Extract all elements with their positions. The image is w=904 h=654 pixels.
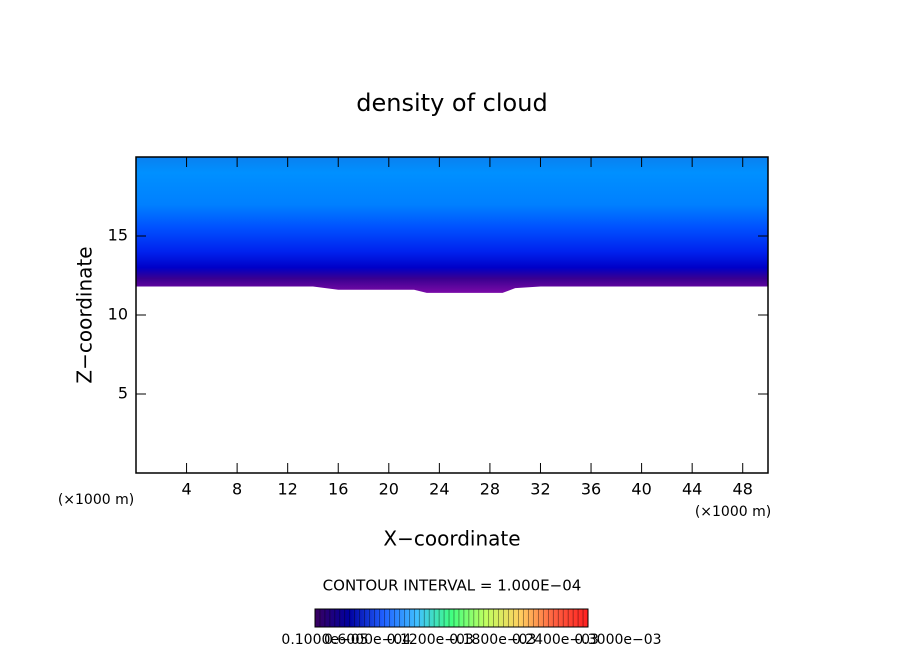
chart-title: density of cloud — [356, 89, 547, 117]
x-tick-label: 44 — [682, 480, 702, 499]
cloud-field — [136, 157, 768, 293]
x-tick-label: 4 — [181, 480, 191, 499]
colorbar-label: 0.1200e−03 — [387, 632, 474, 648]
x-tick-label: 8 — [232, 480, 242, 499]
x-axis-label: X−coordinate — [383, 527, 520, 551]
x-tick-label: 48 — [733, 480, 753, 499]
x-tick-label: 36 — [581, 480, 601, 499]
x-tick-label: 16 — [328, 480, 348, 499]
y-tick-label: 10 — [108, 305, 128, 324]
contour-interval: CONTOUR INTERVAL = 1.000E−04 — [323, 577, 582, 595]
y-tick-label: 5 — [118, 384, 128, 403]
colorbar-label: 0.6000e−04 — [324, 632, 411, 648]
x-tick-label: 40 — [631, 480, 651, 499]
colorbar-label: 0.2400e−03 — [512, 632, 599, 648]
x-tick-label: 20 — [379, 480, 399, 499]
y-axis-label: Z−coordinate — [73, 246, 97, 383]
x-tick-label: 24 — [429, 480, 449, 499]
colorbar-label: 0.3000e−03 — [574, 632, 661, 648]
y-unit: (×1000 m) — [695, 504, 771, 520]
colorbar — [314, 608, 589, 628]
x-tick-label: 32 — [530, 480, 550, 499]
y-tick-label: 15 — [108, 226, 128, 245]
x-tick-label: 28 — [480, 480, 500, 499]
colorbar-label: 0.1800e−03 — [449, 632, 536, 648]
x-tick-label: 12 — [278, 480, 298, 499]
x-unit: (×1000 m) — [58, 492, 134, 508]
colorbar-label: 0.1000e−05 — [281, 632, 368, 648]
